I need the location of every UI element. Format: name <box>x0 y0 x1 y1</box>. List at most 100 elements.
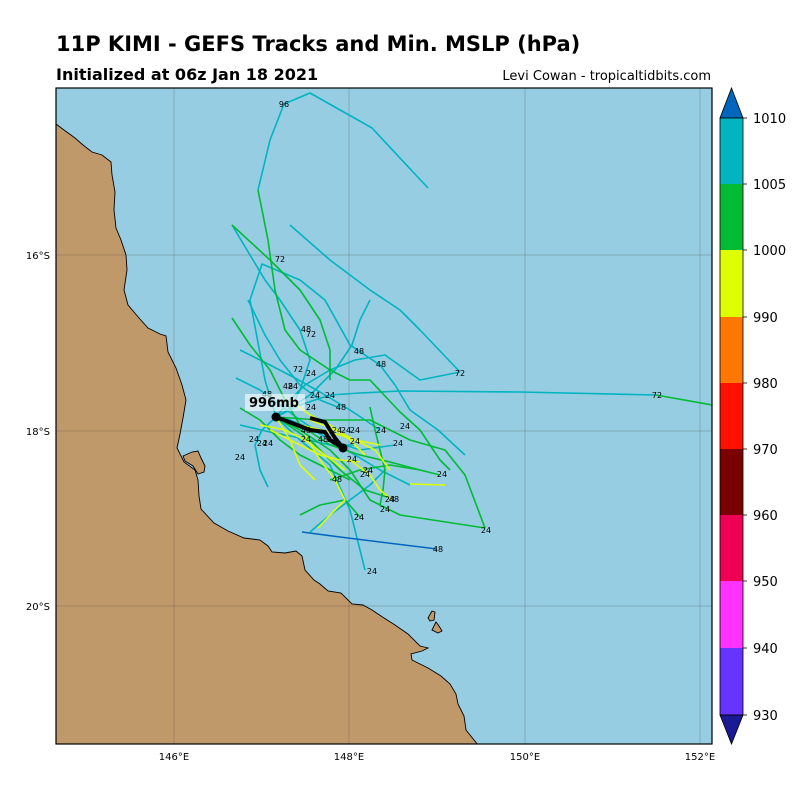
colorbar-tick-label: 980 <box>753 377 778 392</box>
hour-label: 48 <box>389 495 399 504</box>
track-line <box>289 224 461 373</box>
track-line <box>301 531 438 550</box>
min-pressure-label: 996mb <box>249 396 299 411</box>
mean-track-tail <box>309 416 345 450</box>
credit-text: Levi Cowan - tropicaltidbits.com <box>502 69 711 84</box>
track-line <box>247 299 341 409</box>
hour-label: 48 <box>433 545 443 554</box>
hour-label: 48 <box>301 325 311 334</box>
hour-label: 72 <box>293 365 303 374</box>
hour-labels: 96 72 48 72 48 48 72 24 72 72 48 24 24 2… <box>235 100 662 576</box>
colorbar-segment <box>720 581 743 648</box>
track-line <box>275 416 391 499</box>
track-line <box>299 499 361 518</box>
colorbar-tick-label: 1010 <box>753 112 786 127</box>
mean-track-end-point <box>338 443 348 453</box>
hour-label: 24 <box>363 466 373 475</box>
hour-label: 24 <box>310 391 320 400</box>
track-line <box>239 407 351 481</box>
colorbar-segment <box>720 383 743 449</box>
colorbar-bottom-arrow <box>719 714 744 746</box>
colorbar-tick-label: 940 <box>753 642 778 657</box>
mean-track <box>275 415 345 450</box>
hour-label: 24 <box>393 439 403 448</box>
hour-label: 24 <box>350 437 360 446</box>
colorbar-top-arrow <box>719 86 744 119</box>
hour-label: 48 <box>354 347 364 356</box>
track-line <box>275 416 486 529</box>
track-line <box>257 92 429 191</box>
hour-label: 24 <box>380 505 390 514</box>
hour-label: 24 <box>257 439 267 448</box>
grid-lines <box>56 88 712 744</box>
colorbar-tick-label: 1000 <box>753 244 786 259</box>
colorbar: 1010 1005 1000 990 980 970 960 950 940 9… <box>719 86 786 746</box>
hour-label: 48 <box>376 360 386 369</box>
colorbar-segment <box>720 250 743 317</box>
hour-label: 24 <box>347 455 357 464</box>
island-small-1 <box>427 610 436 622</box>
colorbar-segment <box>720 515 743 581</box>
hour-label: 24 <box>385 495 395 504</box>
hour-label: 48 <box>336 403 346 412</box>
track-line <box>257 189 451 471</box>
track-line <box>655 394 712 406</box>
track-line <box>231 224 311 411</box>
island-small-2 <box>431 621 443 634</box>
colorbar-tick-label: 970 <box>753 443 778 458</box>
track-line <box>349 459 393 501</box>
hour-label: 24 <box>360 470 370 479</box>
hour-label: 72 <box>275 255 285 264</box>
hour-label: 72 <box>455 369 465 378</box>
track-line <box>275 416 316 481</box>
lon-tick-label: 148°E <box>334 752 364 763</box>
colorbar-frame <box>719 117 744 716</box>
track-line <box>309 469 386 533</box>
track-line <box>231 224 331 380</box>
colorbar-tick-label: 1005 <box>753 178 786 193</box>
colorbar-tick-label: 930 <box>753 709 778 724</box>
hour-label: 24 <box>332 426 342 435</box>
lon-tick-label: 150°E <box>510 752 540 763</box>
land-mass <box>56 123 478 744</box>
hour-label: 24 <box>263 439 273 448</box>
hour-label: 24 <box>400 422 410 431</box>
lat-tick-label: 16°S <box>26 251 50 262</box>
coastal-island <box>182 450 206 475</box>
hour-label: 24 <box>288 382 298 391</box>
colorbar-tick-label: 960 <box>753 509 778 524</box>
hour-label: 24 <box>437 470 447 479</box>
lon-tick-label: 146°E <box>159 752 189 763</box>
hour-label: 48 <box>332 475 342 484</box>
track-line <box>409 483 446 486</box>
hour-label: 24 <box>341 426 351 435</box>
hour-label: 24 <box>301 435 311 444</box>
chart-title: 11P KIMI - GEFS Tracks and Min. MSLP (hP… <box>56 32 581 56</box>
hour-label: 24 <box>249 435 259 444</box>
hour-label: 72 <box>306 330 316 339</box>
hour-label: 24 <box>376 426 386 435</box>
hour-label: 72 <box>652 391 662 400</box>
hour-label: 48 <box>318 435 328 444</box>
lat-tick-label: 18°S <box>26 427 50 438</box>
colorbar-segment <box>720 118 743 184</box>
hour-label: 24 <box>354 513 364 522</box>
track-line <box>249 263 466 456</box>
map-frame <box>55 87 713 745</box>
colorbar-segment <box>720 449 743 515</box>
track-line <box>329 464 441 481</box>
track-line <box>304 434 346 529</box>
track-line <box>259 424 346 471</box>
colorbar-segment <box>720 648 743 715</box>
axis-labels: 146°E 148°E 150°E 152°E 16°S 18°S 20°S <box>26 251 715 763</box>
hour-label: 24 <box>306 403 316 412</box>
mean-track-start-point <box>271 412 281 422</box>
chart-subtitle: Initialized at 06z Jan 18 2021 <box>56 65 319 84</box>
hour-label: 24 <box>325 391 335 400</box>
lat-tick-label: 20°S <box>26 602 50 613</box>
hour-label: 96 <box>279 100 289 109</box>
hour-label: 24 <box>235 453 245 462</box>
hour-label: 24 <box>481 526 491 535</box>
colorbar-tick-label: 950 <box>753 575 778 590</box>
